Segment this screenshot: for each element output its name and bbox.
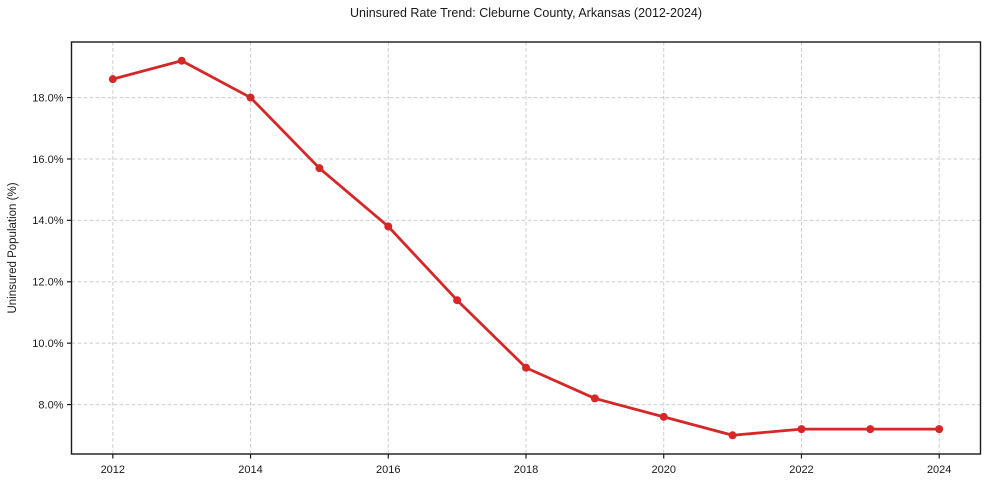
data-point-marker: [590, 394, 599, 403]
y-tick-label: 8.0%: [38, 399, 63, 411]
data-point-marker: [246, 93, 255, 102]
data-point-marker: [935, 425, 944, 434]
y-tick-label: 14.0%: [32, 215, 63, 227]
x-tick-label: 2024: [927, 464, 951, 476]
data-point-marker: [315, 164, 324, 173]
chart-title: Uninsured Rate Trend: Cleburne County, A…: [349, 6, 703, 20]
data-point-marker: [797, 425, 806, 434]
x-tick-label: 2020: [651, 464, 675, 476]
x-tick-label: 2012: [101, 464, 125, 476]
y-tick-label: 16.0%: [32, 154, 63, 166]
x-tick-label: 2018: [514, 464, 538, 476]
data-point-marker: [522, 363, 530, 372]
data-point-marker: [108, 75, 117, 84]
x-tick-label: 2014: [238, 464, 262, 476]
y-tick-label: 10.0%: [32, 338, 63, 350]
x-tick-label: 2016: [376, 464, 400, 476]
y-tick-label: 12.0%: [32, 277, 63, 289]
data-point-marker: [728, 431, 737, 440]
y-tick-label: 18.0%: [32, 92, 63, 104]
data-point-marker: [177, 56, 186, 65]
x-tick-label: 2022: [789, 464, 813, 476]
data-point-marker: [659, 412, 668, 421]
data-point-marker: [384, 222, 393, 231]
data-point-marker: [453, 296, 462, 305]
y-axis-label: Uninsured Population (%): [7, 182, 19, 314]
data-point-marker: [866, 425, 875, 434]
